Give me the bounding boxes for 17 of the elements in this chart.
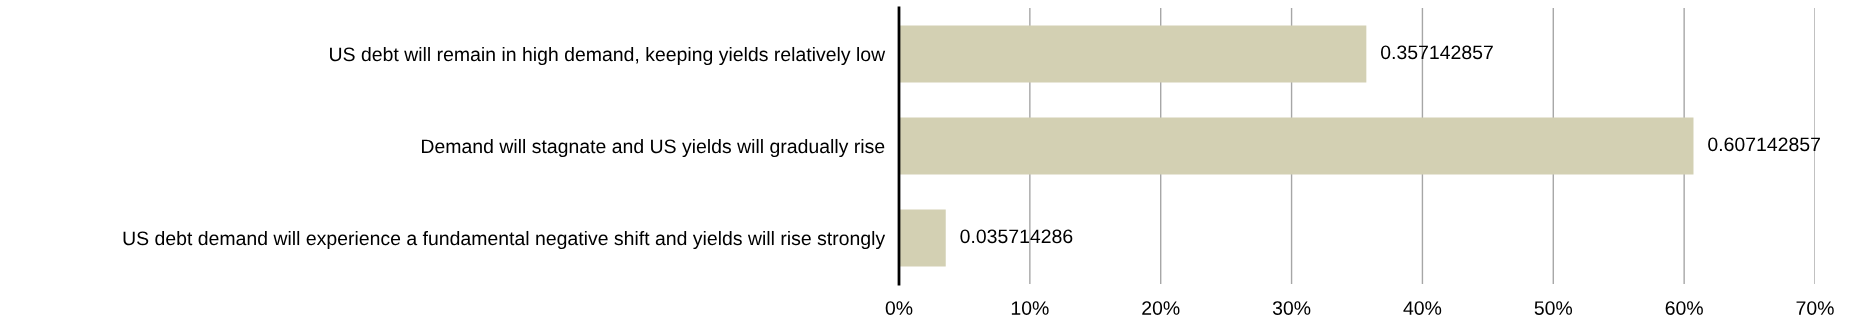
x-tick-label: 70% xyxy=(1796,301,1834,315)
data-label: 0.035714286 xyxy=(960,229,1073,244)
data-label: 0.607142857 xyxy=(1708,137,1820,152)
x-tick-label: 40% xyxy=(1403,301,1442,315)
data-label: 0.357142857 xyxy=(1381,45,1493,60)
y-tick-label: US debt demand will experience a fundamental negative shift and yields will rise strongly xyxy=(123,230,886,250)
y-tick-label: Demand will stagnate and US yields will gradually rise xyxy=(422,138,885,158)
x-tick-label: 60% xyxy=(1665,301,1703,315)
bar xyxy=(899,25,1367,83)
bar xyxy=(899,117,1694,175)
x-tick-label: 20% xyxy=(1142,301,1180,315)
x-tick-label: 10% xyxy=(1011,301,1049,315)
x-tick-label: 0% xyxy=(885,301,913,315)
y-tick-label: US debt will remain in high demand, keeping yields relatively low xyxy=(330,46,886,66)
x-tick-label: 50% xyxy=(1534,301,1573,315)
bar xyxy=(899,209,946,267)
x-tick-label: 30% xyxy=(1272,301,1311,315)
